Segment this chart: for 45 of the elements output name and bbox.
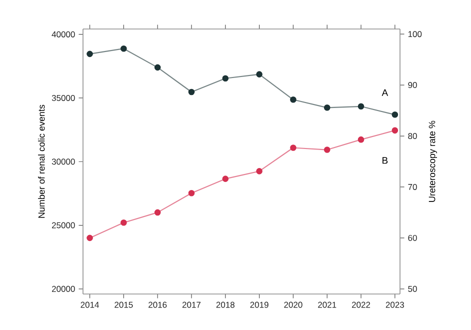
x-tick-label: 2022 xyxy=(352,302,370,308)
point xyxy=(188,190,195,196)
point xyxy=(392,127,398,134)
x-tick-label: 2018 xyxy=(216,302,234,308)
y2-tick-label: 90 xyxy=(408,82,417,88)
point xyxy=(188,88,195,96)
x-tick-label: 2021 xyxy=(318,302,336,308)
annotation: A xyxy=(382,89,388,96)
y-tick-label: 25000 xyxy=(52,222,75,228)
y2-tick-label: 70 xyxy=(408,184,417,190)
y2-tick-label: 50 xyxy=(408,286,417,292)
x-tick-label: 2015 xyxy=(114,302,133,308)
point xyxy=(154,64,161,71)
point xyxy=(86,234,93,242)
point xyxy=(324,104,330,111)
point xyxy=(120,220,127,226)
x-tick-label: 2019 xyxy=(250,302,268,308)
point xyxy=(222,176,229,182)
point xyxy=(358,136,364,143)
y-tick-label: 20000 xyxy=(52,286,75,292)
point xyxy=(392,112,398,118)
x-tick-label: 2014 xyxy=(80,302,99,308)
y-tick-label: 40000 xyxy=(52,31,75,38)
y-axis-title: Number of renal colic events xyxy=(38,104,45,218)
point xyxy=(290,144,296,151)
x-tick-label: 2023 xyxy=(386,302,404,308)
y-tick-label: 30000 xyxy=(52,158,75,165)
y2-axis-title: Ureteroscopy rate % xyxy=(428,120,437,202)
x-tick-label: 2016 xyxy=(148,302,167,308)
y2-tick-label: 80 xyxy=(408,133,417,140)
point xyxy=(256,71,262,78)
point xyxy=(120,45,127,52)
y2-tick-label: 100 xyxy=(408,31,422,38)
x-tick-label: 2020 xyxy=(284,302,302,308)
point xyxy=(86,50,93,58)
point xyxy=(324,146,330,153)
annotation: B xyxy=(382,157,388,164)
x-tick-label: 2017 xyxy=(182,302,201,308)
y2-tick-label: 60 xyxy=(408,234,417,241)
point xyxy=(154,209,161,216)
point xyxy=(290,96,296,103)
point xyxy=(358,103,364,110)
point xyxy=(256,168,262,174)
point xyxy=(222,75,229,82)
y-tick-label: 35000 xyxy=(52,94,75,101)
